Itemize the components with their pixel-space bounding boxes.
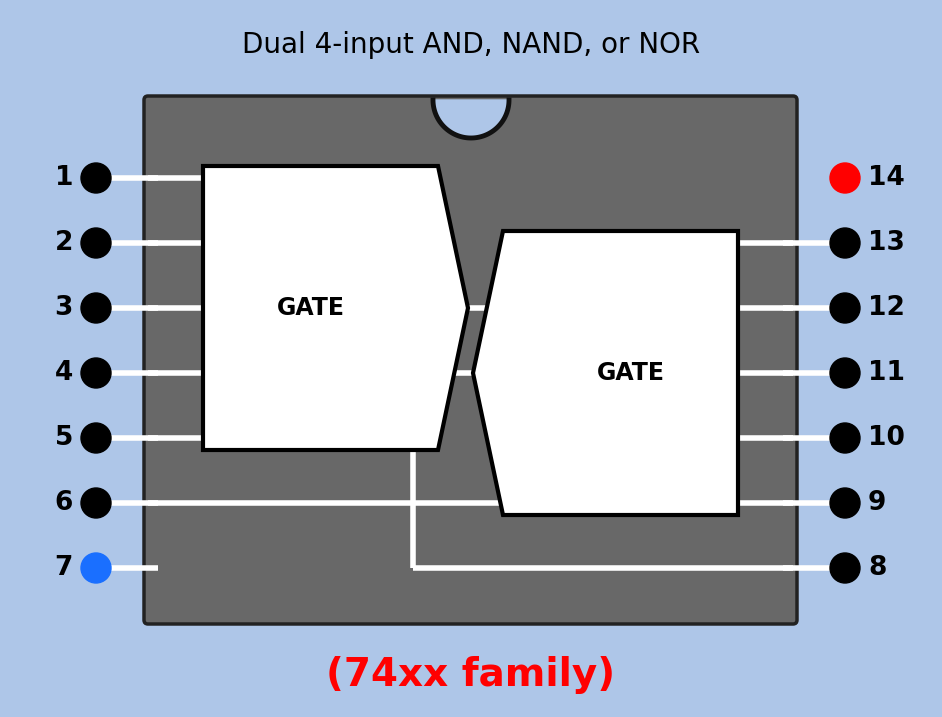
Text: 11: 11 (868, 360, 905, 386)
Circle shape (830, 293, 860, 323)
Text: 5: 5 (55, 425, 73, 451)
Text: 2: 2 (55, 230, 73, 256)
Circle shape (830, 228, 860, 258)
Text: 9: 9 (868, 490, 886, 516)
Text: (74xx family): (74xx family) (327, 656, 615, 694)
Circle shape (81, 358, 111, 388)
Circle shape (830, 163, 860, 193)
Polygon shape (473, 231, 738, 515)
Circle shape (830, 488, 860, 518)
Circle shape (81, 228, 111, 258)
FancyBboxPatch shape (144, 96, 797, 624)
Text: 7: 7 (55, 555, 73, 581)
Polygon shape (433, 100, 509, 138)
Text: 1: 1 (55, 165, 73, 191)
Text: 14: 14 (868, 165, 904, 191)
Text: 13: 13 (868, 230, 905, 256)
Circle shape (830, 553, 860, 583)
Text: 3: 3 (55, 295, 73, 321)
Polygon shape (203, 166, 468, 450)
Text: 12: 12 (868, 295, 905, 321)
Circle shape (81, 488, 111, 518)
Text: Dual 4-input AND, NAND, or NOR: Dual 4-input AND, NAND, or NOR (242, 31, 700, 59)
Text: 10: 10 (868, 425, 905, 451)
Circle shape (81, 163, 111, 193)
Circle shape (81, 293, 111, 323)
Circle shape (830, 423, 860, 453)
Circle shape (81, 423, 111, 453)
Text: 8: 8 (868, 555, 886, 581)
Text: GATE: GATE (596, 361, 664, 385)
Circle shape (81, 553, 111, 583)
Text: 4: 4 (55, 360, 73, 386)
Text: 6: 6 (55, 490, 73, 516)
Text: GATE: GATE (277, 296, 345, 320)
Circle shape (830, 358, 860, 388)
